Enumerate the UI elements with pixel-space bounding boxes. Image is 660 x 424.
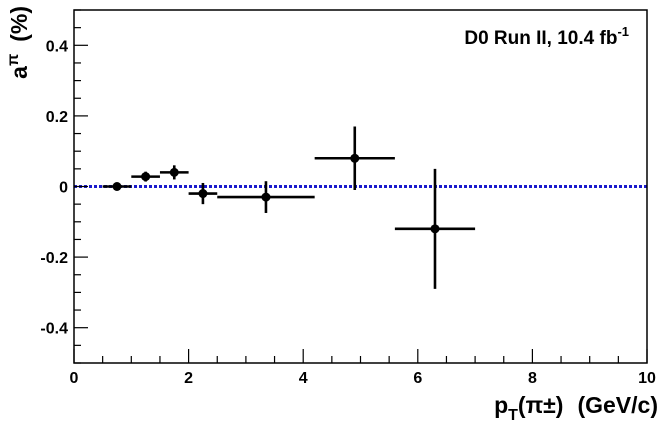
x-tick-label: 2 [184,370,193,387]
y-tick-label: 0.4 [46,38,68,55]
y-axis-title: aπ (%) [5,6,32,79]
x-tick-label: 8 [528,370,537,387]
y-title-symbol: a [6,66,32,79]
data-point [188,182,218,205]
x-tick-label: 10 [638,370,656,387]
data-point [217,181,315,213]
x-title-unit: (GeV/c) [577,392,658,418]
plot-area: 0 2 4 6 8 10 -0.4 -0.2 0 0.2 0.4 [40,9,656,387]
y-tick-label: -0.2 [40,250,68,267]
data-point [131,171,160,182]
x-axis-title: pT(π±) (GeV/c) [494,392,658,424]
x-tick-label: 4 [299,370,308,387]
y-tick-label: -0.4 [40,321,68,338]
point-marker [169,167,179,177]
y-title-unit: (%) [6,6,32,42]
y-axis: -0.4 -0.2 0 0.2 0.4 [40,9,88,364]
data-point [394,168,476,289]
data-point [314,126,395,191]
data-points [102,126,476,289]
point-marker [261,192,271,202]
x-tick-label: 6 [413,370,422,387]
x-title-prefix: p [494,392,508,418]
point-marker [430,224,440,234]
x-tick-label: 0 [70,370,79,387]
x-axis: 0 2 4 6 8 10 [70,349,656,387]
point-marker [141,172,151,182]
data-point [159,165,189,180]
x-title-argument: (π±) [518,392,564,418]
point-marker [112,182,122,191]
y-tick-label: 0.2 [46,109,68,126]
y-title-superscript: π [5,54,22,66]
annotation-text: D0 Run II, 10.4 fb [464,28,617,49]
y-tick-label: 0 [59,180,68,197]
x-title-subscript: T [508,407,518,424]
luminosity-annotation: D0 Run II, 10.4 fb-1 [464,24,629,49]
data-point [102,182,132,191]
annotation-superscript: -1 [617,24,629,39]
point-marker [198,189,208,199]
point-marker [350,153,360,163]
